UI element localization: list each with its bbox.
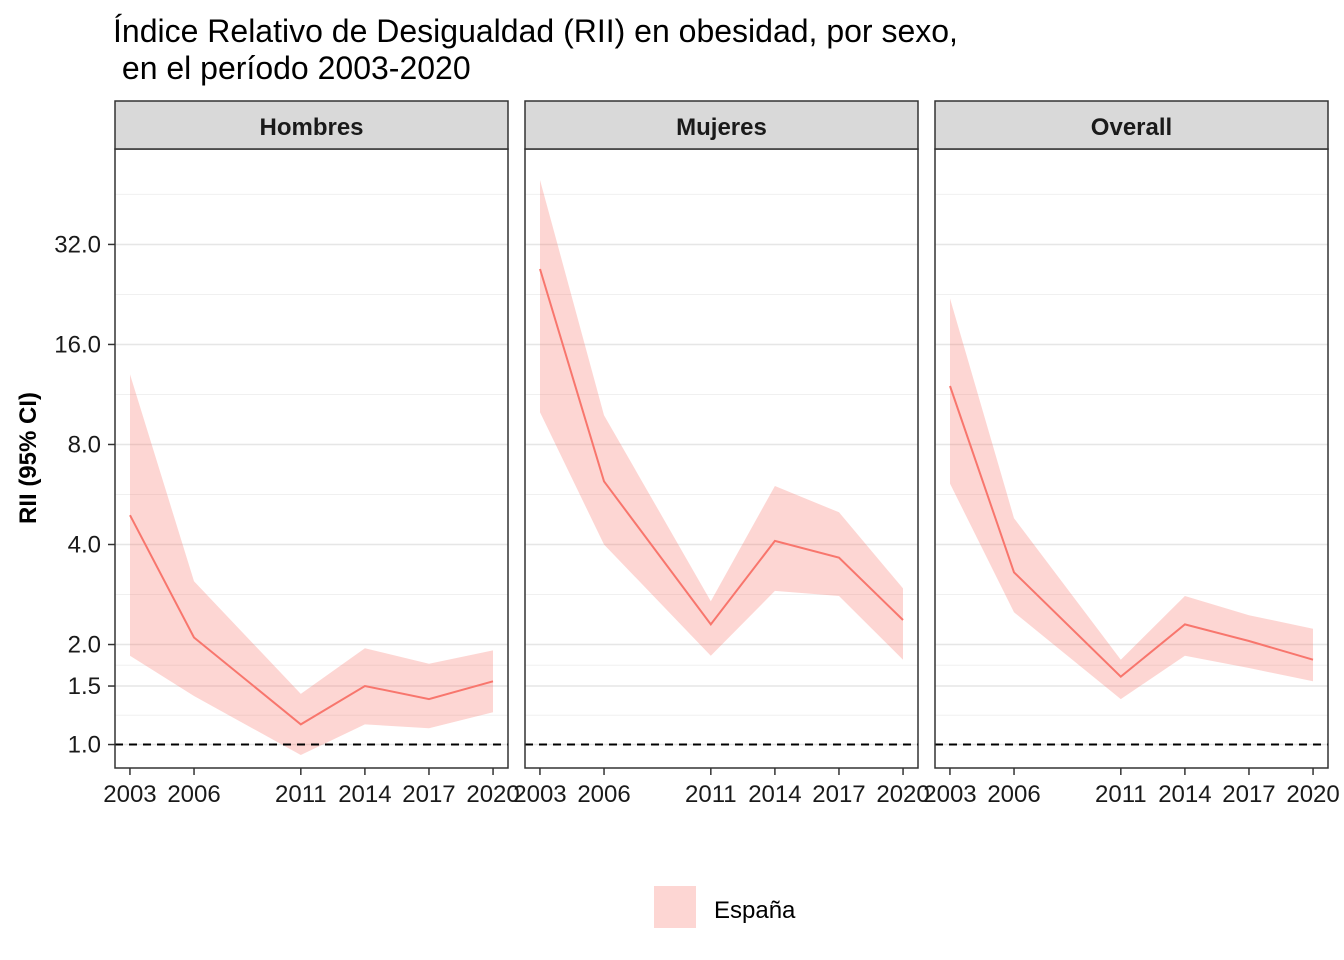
x-tick-label: 2003 bbox=[923, 781, 976, 808]
x-tick-label: 2011 bbox=[275, 781, 327, 808]
x-tick-label: 2017 bbox=[402, 781, 455, 808]
rii-line-hombres bbox=[129, 514, 494, 726]
y-tick-label: 32.0 bbox=[54, 231, 101, 258]
chart-title-line2: en el período 2003-2020 bbox=[113, 50, 471, 86]
x-tick-label: 2014 bbox=[1158, 781, 1211, 808]
y-tick-label: 16.0 bbox=[54, 331, 101, 358]
x-tick-label: 2003 bbox=[513, 781, 566, 808]
x-tick-label: 2011 bbox=[685, 781, 737, 808]
x-tick-label: 2014 bbox=[748, 781, 801, 808]
facet-panels: Hombres 2003 2006 2011 2014 2017 2020 Mujeres 20… bbox=[103, 100, 1340, 808]
chart-title-line1: Índice Relativo de Desigualdad (RII) en … bbox=[113, 13, 958, 49]
legend-key-espana bbox=[654, 886, 696, 928]
rii-line-mujeres bbox=[539, 268, 904, 627]
y-tick-label: 1.5 bbox=[68, 673, 101, 700]
facet-strip bbox=[934, 100, 1329, 150]
y-tick-label: 1.0 bbox=[68, 732, 101, 759]
panel-hombres: Hombres 2003 2006 2011 2014 2017 2020 bbox=[103, 100, 520, 808]
facet-label-overall: Overall bbox=[1091, 114, 1172, 141]
y-axis: 1.0 1.5 2.0 4.0 8.0 16.0 32.0 bbox=[54, 231, 115, 759]
x-tick-label: 2020 bbox=[466, 781, 519, 808]
rii-line-overall bbox=[949, 385, 1314, 679]
x-tick-label: 2017 bbox=[1222, 781, 1275, 808]
y-tick-label: 2.0 bbox=[68, 632, 101, 659]
legend-label-espana: España bbox=[714, 897, 796, 924]
ci-ribbon-mujeres bbox=[540, 180, 903, 660]
x-tick-label: 2020 bbox=[876, 781, 929, 808]
x-tick-label: 2011 bbox=[1095, 781, 1147, 808]
y-axis-title: RII (95% CI) bbox=[15, 392, 42, 524]
x-tick-label: 2006 bbox=[577, 781, 630, 808]
x-tick-label: 2017 bbox=[812, 781, 865, 808]
facet-label-mujeres: Mujeres bbox=[676, 114, 767, 141]
x-tick-label: 2003 bbox=[103, 781, 156, 808]
panel-mujeres: Mujeres 2003 2006 2011 2014 2017 2020 bbox=[513, 100, 930, 808]
facet-label-hombres: Hombres bbox=[259, 114, 363, 141]
x-tick-label: 2020 bbox=[1286, 781, 1339, 808]
facet-strip bbox=[114, 100, 509, 150]
legend: España bbox=[654, 886, 796, 928]
y-tick-label: 4.0 bbox=[68, 532, 101, 559]
x-tick-label: 2014 bbox=[338, 781, 391, 808]
panel-overall: Overall 2003 2006 2011 2014 2017 2020 bbox=[923, 100, 1340, 808]
x-tick-label: 2006 bbox=[167, 781, 220, 808]
y-tick-label: 8.0 bbox=[68, 431, 101, 458]
x-tick-label: 2006 bbox=[987, 781, 1040, 808]
facet-strip bbox=[524, 100, 919, 150]
